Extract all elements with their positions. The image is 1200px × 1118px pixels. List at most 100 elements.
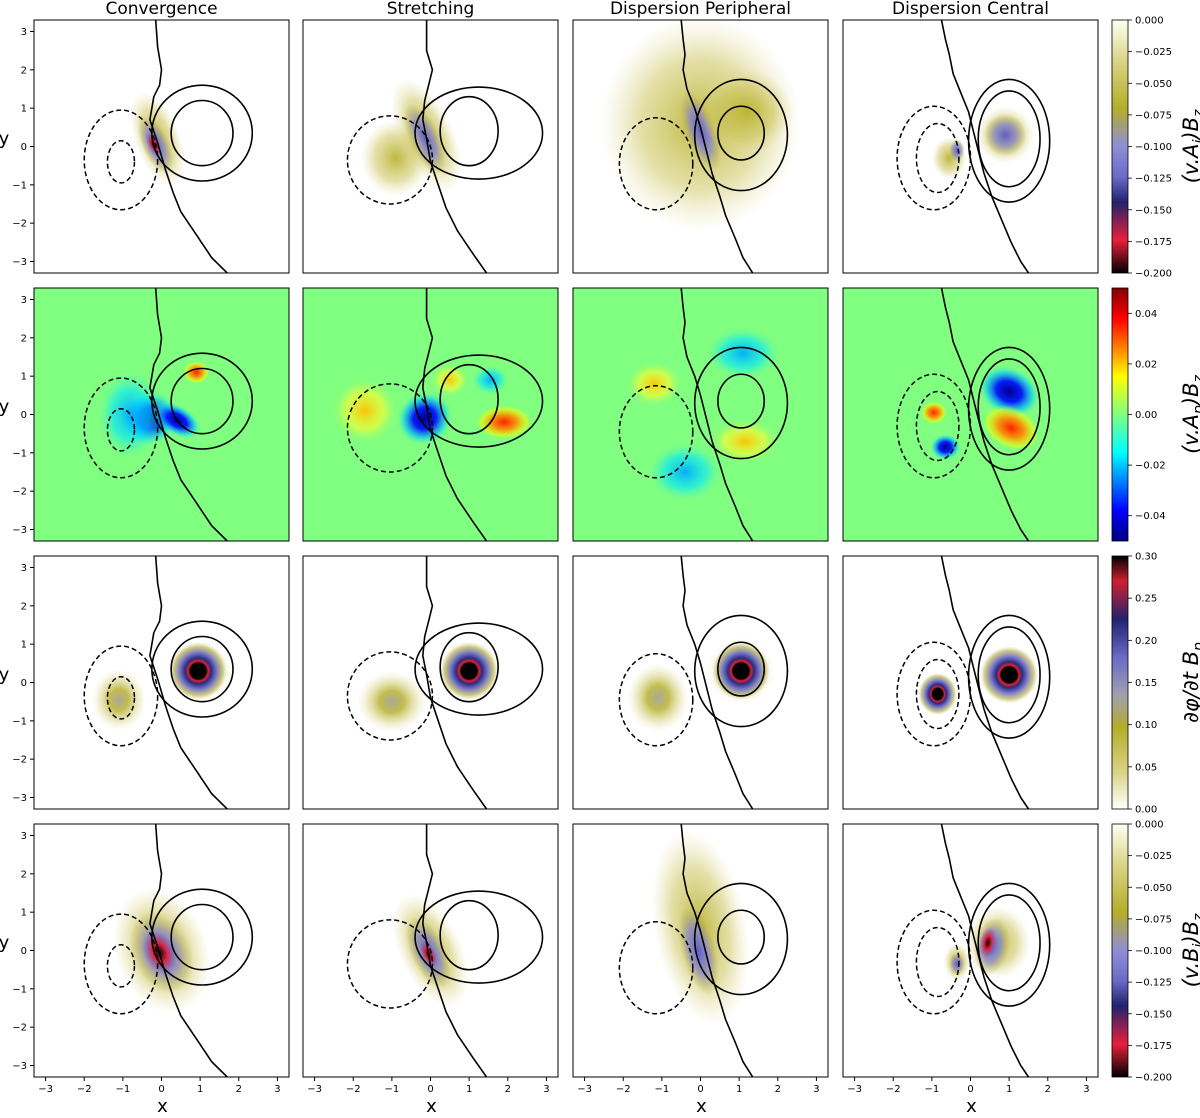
colorbar-tick-label: −0.025	[1135, 47, 1172, 58]
boundary-line	[149, 288, 228, 541]
negative-contour	[83, 109, 159, 211]
panel-frame	[302, 19, 559, 274]
positive-contour	[439, 363, 499, 435]
y-tick-label: 2	[21, 333, 27, 344]
x-tick-label: 3	[543, 1084, 549, 1095]
positive-contour	[977, 358, 1041, 456]
colorbar-tick-label: 0.00	[1135, 805, 1157, 816]
y-axis-label: y	[0, 665, 10, 686]
heat-blob	[704, 326, 782, 380]
positive-contour	[717, 105, 766, 161]
negative-contour	[915, 658, 960, 730]
x-tick-label: 3	[274, 1084, 280, 1095]
colorbar-tick-label: −0.02	[1135, 461, 1166, 472]
negative-contour	[346, 651, 434, 741]
boundary-line	[680, 824, 754, 1077]
column-title: Dispersion Peripheral	[610, 0, 791, 19]
panel-plot-area	[843, 20, 1098, 273]
negative-contour	[346, 919, 434, 1009]
heat-blob	[979, 926, 997, 959]
positive-contour	[170, 903, 234, 971]
y-tick-label: −1	[12, 180, 27, 191]
heat-blob	[980, 646, 1039, 704]
negative-contour	[618, 921, 694, 1015]
positive-contour	[439, 631, 499, 703]
heat-blob	[646, 441, 724, 503]
colorbar-tick-label: 0.25	[1135, 594, 1157, 605]
positive-contour	[439, 95, 499, 167]
x-tick-label: 0	[158, 1084, 164, 1095]
panel-plot-area	[303, 20, 558, 273]
colorbar-label-subscript: z	[1191, 109, 1200, 118]
panel-r4-c1: −3 −2 −1 0 1 2 3 y −3 −2 −1 0 1 2 3 x	[0, 823, 290, 1117]
panel-plot-area	[303, 556, 558, 809]
panel-r3-c1: −3 −2 −1 0 1 2 3 y	[0, 555, 290, 810]
negative-contour	[896, 373, 972, 479]
heat-blob	[330, 376, 400, 446]
x-tick-label: 2	[505, 1084, 511, 1095]
negative-contour	[346, 383, 434, 473]
heat-blob	[360, 119, 431, 197]
x-tick-label: −3	[38, 1084, 53, 1095]
y-tick-label: −1	[12, 716, 27, 727]
colorbar-label: ∂φ/∂t Bp​	[1179, 642, 1200, 723]
x-tick-label: −3	[847, 1084, 862, 1095]
y-tick-label: −2	[12, 219, 27, 230]
colorbar-r3: 0.30 0.25 0.20 0.15 0.10 0.05 0.00 ∂φ/∂t Bp​	[1111, 552, 1200, 816]
column-title: Convergence	[105, 0, 217, 19]
colorbar-label-part: (v.A	[1179, 143, 1200, 183]
panel-frame	[842, 287, 1099, 542]
heat-blob	[430, 362, 470, 398]
panel-background	[573, 556, 828, 809]
x-tick-label: 3	[1083, 1084, 1089, 1095]
heat-blob	[929, 433, 961, 461]
heat-blob	[918, 672, 957, 716]
panel-background	[843, 20, 1098, 273]
panel-frame	[302, 287, 559, 542]
y-tick-label: 0	[21, 410, 27, 421]
positive-contour	[693, 78, 789, 192]
y-tick-label: 1	[21, 640, 27, 651]
panel-r2-c2	[302, 287, 559, 542]
panel-r4-c3: −3 −2 −1 0 1 2 3 x	[572, 823, 829, 1117]
positive-contour	[414, 890, 544, 984]
colorbar-r1: 0.000 −0.025 −0.050 −0.075 −0.100 −0.125 −0.15…	[1111, 16, 1200, 280]
panel-r2-c1: −3 −2 −1 0 1 2 3 y	[0, 287, 290, 542]
y-tick-label: 1	[21, 908, 27, 919]
panel-r1-c2	[302, 19, 559, 274]
x-axis-label: x	[426, 1096, 437, 1117]
panel-plot-area	[843, 824, 1098, 1077]
x-tick-label: −2	[77, 1084, 92, 1095]
negative-contour	[618, 117, 694, 211]
colorbar-tick-label: −0.04	[1135, 511, 1166, 522]
y-tick-label: 3	[21, 27, 27, 38]
heat-blob	[625, 360, 684, 407]
colorbar-tick-label: 0.15	[1135, 678, 1157, 689]
positive-contour	[693, 614, 789, 728]
x-tick-label: 1	[1006, 1084, 1012, 1095]
y-axis-label: y	[0, 129, 10, 150]
heat-blob	[680, 91, 721, 172]
x-tick-label: −2	[616, 1084, 631, 1095]
positive-contour	[967, 614, 1051, 739]
y-tick-label: −1	[12, 984, 27, 995]
panel-plot-area	[303, 288, 558, 541]
boundary-line	[421, 288, 488, 541]
heat-blob	[712, 642, 771, 700]
heat-blob	[949, 952, 965, 976]
colorbar-tick-label: −0.125	[1135, 978, 1172, 989]
y-tick-label: 2	[21, 65, 27, 76]
x-tick-label: −1	[115, 1084, 130, 1095]
panel-plot-area	[34, 20, 289, 273]
panel-background	[843, 288, 1098, 541]
colorbar-label-subscript: z	[1191, 374, 1200, 383]
colorbar-tick-label: 0.00	[1135, 410, 1157, 421]
panel-plot-area	[303, 824, 558, 1077]
boundary-line	[421, 556, 488, 809]
colorbar-label-part: )B	[1179, 117, 1200, 142]
positive-contour	[439, 899, 499, 971]
x-tick-label: 3	[813, 1084, 819, 1095]
column-title: Stretching	[387, 0, 475, 19]
positive-contour	[977, 894, 1041, 992]
